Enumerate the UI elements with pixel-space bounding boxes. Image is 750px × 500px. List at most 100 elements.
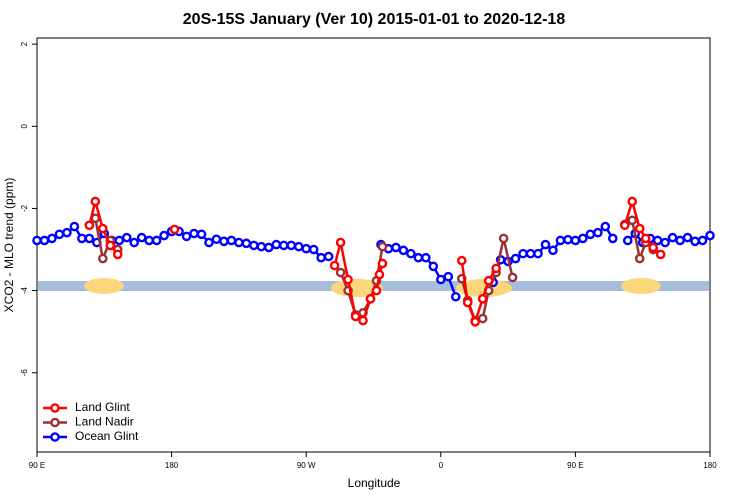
- point: [136, 232, 147, 243]
- point: [462, 297, 473, 308]
- point: [690, 236, 700, 247]
- point: [413, 252, 424, 263]
- point: [533, 248, 543, 259]
- point: [47, 233, 57, 244]
- point: [316, 252, 326, 263]
- legend-marker: [50, 403, 60, 413]
- point: [548, 245, 558, 256]
- point: [477, 294, 488, 304]
- point: [540, 239, 551, 250]
- point: [634, 253, 645, 264]
- point: [293, 241, 304, 252]
- y-tick-label: -4: [20, 286, 29, 294]
- point: [578, 233, 588, 244]
- point: [358, 315, 368, 326]
- y-tick-label: 0: [20, 124, 29, 129]
- x-tick-label: 180: [703, 461, 717, 470]
- point: [278, 240, 289, 251]
- legend-label: Ocean Glint: [75, 429, 139, 443]
- point: [350, 311, 361, 322]
- point: [391, 242, 401, 253]
- point: [483, 275, 494, 286]
- land-strip: [456, 279, 512, 297]
- point: [159, 230, 169, 241]
- y-axis-label: XCO2 - MLO trend (ppm): [2, 178, 16, 313]
- point: [365, 294, 376, 304]
- point: [570, 235, 581, 246]
- point: [498, 233, 509, 244]
- point: [308, 244, 319, 255]
- point: [398, 245, 409, 256]
- y-tick-label: 2: [20, 41, 29, 46]
- point: [151, 235, 162, 246]
- point: [510, 253, 521, 264]
- point: [374, 269, 385, 280]
- point: [555, 235, 566, 246]
- legend-marker: [50, 432, 60, 442]
- land-strip: [84, 278, 124, 294]
- point: [525, 248, 536, 259]
- point: [518, 248, 528, 259]
- point: [62, 227, 72, 238]
- point: [343, 274, 353, 285]
- point: [77, 233, 87, 244]
- point: [585, 229, 596, 240]
- point: [435, 274, 446, 285]
- point: [98, 253, 108, 264]
- point: [226, 235, 237, 246]
- point: [219, 236, 229, 247]
- point: [189, 228, 199, 239]
- x-tick-label: 90 W: [297, 461, 316, 470]
- point: [627, 215, 638, 226]
- point: [90, 196, 101, 207]
- point: [196, 229, 207, 240]
- point: [144, 235, 154, 246]
- point: [607, 233, 618, 244]
- series-line: [88, 196, 662, 326]
- point: [648, 242, 658, 253]
- point: [655, 249, 666, 260]
- point: [329, 260, 340, 271]
- point: [627, 196, 638, 207]
- legend-label: Land Glint: [75, 400, 130, 414]
- point: [477, 313, 488, 324]
- point: [121, 232, 132, 243]
- chart-title: 20S-15S January (Ver 10) 2015-01-01 to 2…: [183, 11, 566, 28]
- x-tick-label: 180: [165, 461, 179, 470]
- point: [640, 233, 651, 244]
- point: [507, 272, 518, 283]
- y-tick-label: -2: [20, 204, 29, 212]
- point: [421, 252, 431, 263]
- point: [264, 242, 274, 253]
- y-tick-label: -6: [20, 369, 29, 377]
- point: [256, 241, 267, 252]
- point: [181, 231, 192, 242]
- point: [105, 240, 116, 251]
- point: [491, 263, 501, 274]
- point: [129, 237, 140, 248]
- point: [323, 251, 334, 262]
- land-strip: [621, 278, 661, 294]
- point: [619, 220, 630, 231]
- x-tick-label: 90 E: [29, 461, 45, 470]
- point: [563, 234, 573, 245]
- point: [204, 237, 214, 248]
- point: [660, 237, 670, 248]
- point: [84, 233, 95, 244]
- legend-label: Land Nadir: [75, 415, 134, 429]
- point: [98, 223, 108, 234]
- point: [675, 235, 685, 246]
- x-tick-label: 90 E: [567, 461, 583, 470]
- point: [652, 235, 663, 246]
- point: [271, 239, 282, 250]
- point: [234, 237, 244, 248]
- point: [593, 227, 603, 238]
- point: [406, 248, 416, 259]
- point: [622, 235, 633, 246]
- point: [470, 317, 480, 327]
- point: [697, 235, 708, 246]
- x-axis-label: Longitude: [348, 476, 401, 490]
- point: [443, 271, 454, 282]
- point: [705, 230, 715, 241]
- point: [600, 221, 611, 232]
